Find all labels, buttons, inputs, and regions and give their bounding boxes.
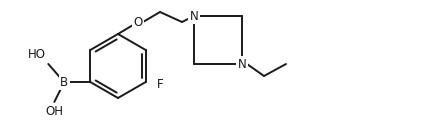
- Text: N: N: [190, 10, 198, 22]
- Text: F: F: [157, 78, 163, 91]
- Text: HO: HO: [28, 48, 46, 61]
- Text: N: N: [238, 58, 246, 71]
- Text: B: B: [60, 75, 68, 88]
- Text: OH: OH: [45, 105, 63, 118]
- Text: O: O: [134, 15, 143, 29]
